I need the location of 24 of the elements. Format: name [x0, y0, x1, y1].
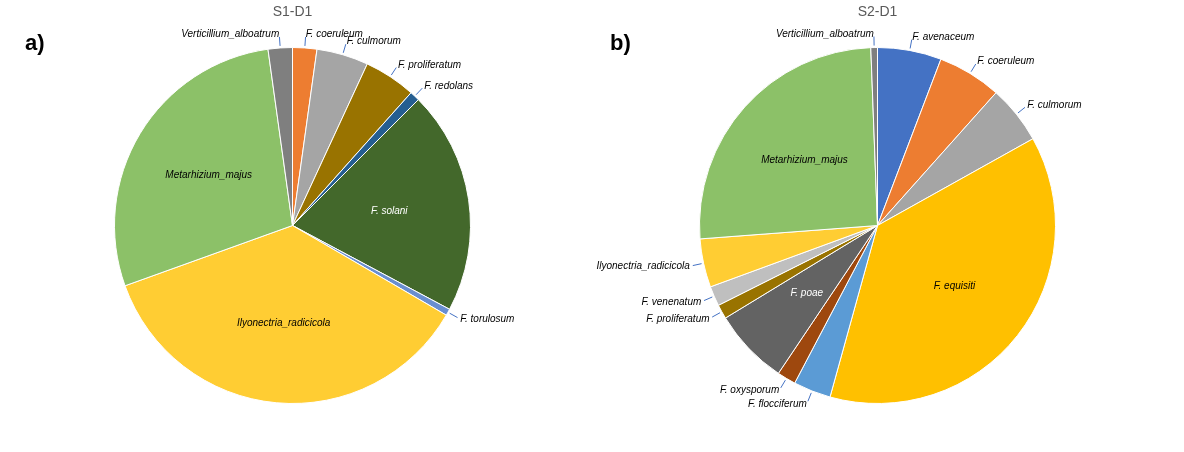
slice-label: F. venenatum [641, 295, 702, 307]
slice-label: F. equisiti [933, 279, 976, 291]
slice-label: F. torulosum [460, 313, 515, 325]
slice-label: F. proliferatum [646, 312, 710, 324]
slice-label: Verticillium_alboatrum [181, 27, 280, 39]
slice-label: F. avenaceum [912, 30, 975, 42]
slice-label: F. coeruleum [977, 55, 1035, 67]
slice-label: Metarhizium_majus [761, 154, 848, 166]
chart-title: S1-D1 [272, 3, 313, 19]
slice-label: F. redolans [424, 79, 474, 91]
text: a) [25, 30, 45, 55]
slice-label: F. poae [790, 287, 824, 299]
slice-label: F. proliferatum [397, 59, 462, 71]
slice-label: F. flocciferum [748, 398, 807, 410]
chart-title: S2-D1 [857, 3, 898, 19]
text: b) [610, 30, 631, 55]
slice-label: F. culmorum [1027, 99, 1082, 111]
slice-label: F. solani [371, 205, 409, 217]
slice-label: Metarhizium_majus [165, 168, 253, 180]
slice-label: Ilyonectria_radicicola [236, 316, 331, 328]
slice-label: Verticillium_alboatrum [775, 27, 874, 39]
slice-label: Ilyonectria_radicicola [596, 260, 691, 272]
slice-label: F. oxysporum [719, 384, 780, 396]
slice-label: F. coeruleum [305, 27, 363, 39]
